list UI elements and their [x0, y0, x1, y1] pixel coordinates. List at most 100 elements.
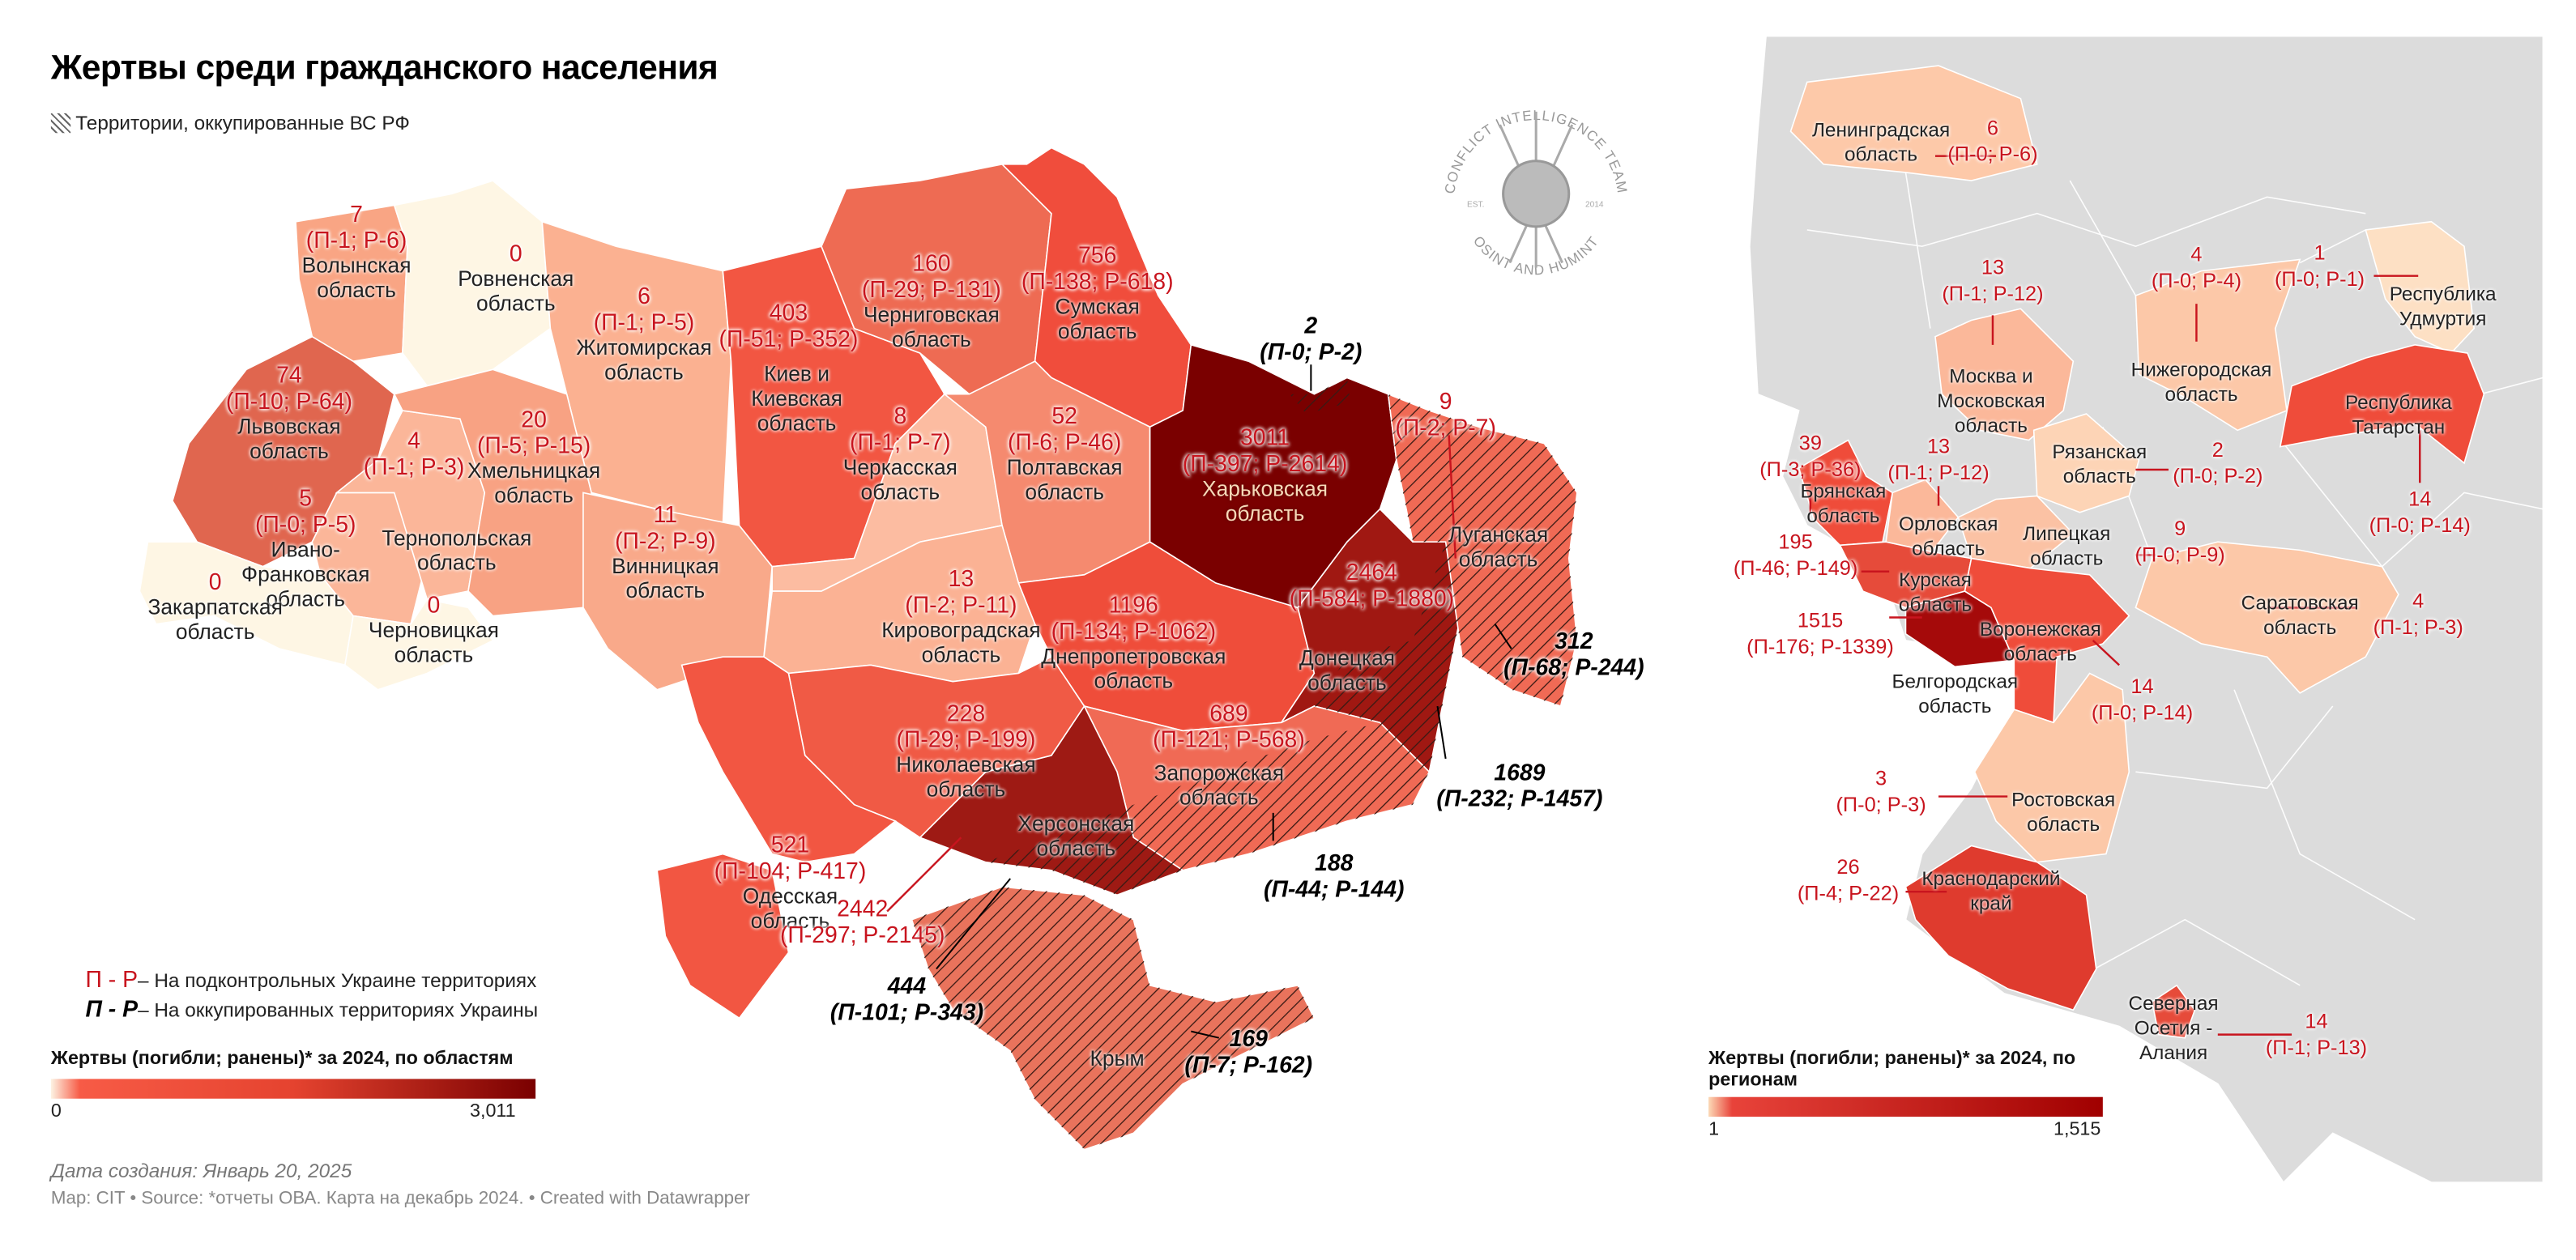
casualty-total: 1	[2314, 241, 2326, 265]
russian-region-name: Курская область	[1899, 568, 1972, 618]
occupied-total: 444	[887, 972, 927, 999]
occupied-total: 2	[1304, 312, 1318, 338]
occupied-hatching	[911, 377, 1577, 1150]
oblast-name-line: Одесская	[742, 883, 838, 909]
oblast-name-line: область	[1179, 785, 1259, 810]
region-name-line: Белгородская	[1891, 670, 2019, 693]
casualty-breakdown: (П-51; Р-352)	[719, 325, 859, 351]
casualty-total: 13	[1926, 435, 1951, 458]
oblast-name: Крым	[1090, 1046, 1144, 1071]
oblast-name-line: область	[750, 908, 830, 933]
russian-region-name: Ростовская область	[2011, 788, 2115, 837]
casualty-breakdown: (П-1; Р-3)	[2373, 615, 2463, 639]
casualty-breakdown: (П-1; Р-12)	[1942, 282, 2044, 306]
ukraine-color-scale	[50, 1079, 536, 1099]
ukraine-scale-title: Жертвы (погибли; ранены)* за 2024, по об…	[50, 1049, 514, 1070]
occupied-label: 2 (П-0; Р-2)	[1260, 312, 1362, 364]
russian-region-name: Ленинградская область	[1812, 118, 1950, 168]
oblast-name-line: область	[1225, 500, 1305, 526]
casualty-total: 2	[2211, 438, 2224, 462]
oblast-name-line: область	[266, 585, 346, 611]
casualty-breakdown: (П-3; Р-36)	[1759, 458, 1862, 482]
casualty-total: 9	[1439, 387, 1452, 415]
region-name-line: Краснодарский	[1921, 866, 2061, 891]
occupied-zaporizhzhia-hatch	[1133, 722, 1430, 871]
oblast-name-line: Черниговская	[863, 302, 1000, 327]
oblast-odesa-south	[656, 853, 790, 1019]
casualty-breakdown: (П-2; Р-9)	[615, 526, 716, 554]
region-moscow	[1934, 308, 2075, 441]
casualty-breakdown: (П-5; Р-15)	[476, 432, 591, 458]
casualty-total: 689	[1209, 699, 1248, 726]
region-name-line: область	[2062, 464, 2136, 488]
svg-text:2014: 2014	[1585, 201, 1604, 210]
region-name-line: Нижегородская	[2130, 358, 2272, 381]
oblast-name-line: Сумская	[1055, 294, 1140, 319]
casualty-total: 4	[407, 427, 420, 453]
casualty-breakdown: (П-1; Р-6)	[305, 226, 407, 253]
ukraine-scale-min: 0	[50, 1101, 62, 1122]
casualty-total: 756	[1078, 241, 1117, 268]
oblast-name-line: область	[921, 641, 1001, 667]
occupied-total: 1689	[1494, 758, 1546, 785]
casualty-total: 9	[2174, 517, 2186, 541]
casualty-total: 0	[509, 240, 522, 266]
oblast-name: Запорожская область	[1154, 760, 1284, 810]
russian-region-label: 195 (П-46; Р-149)	[1734, 529, 1857, 581]
casualty-total: 228	[946, 699, 986, 726]
oblast-name-line: Запорожская	[1154, 760, 1284, 785]
oblast-name-line: Киев и	[764, 361, 830, 386]
russia-scale-min: 1	[1708, 1120, 1720, 1140]
casualty-breakdown: (П-10; Р-64)	[225, 387, 352, 415]
region-name-line: область	[1912, 537, 1985, 560]
region-name-line: область	[1898, 593, 1973, 616]
creation-date: Дата создания: Январь 20, 2025	[50, 1159, 352, 1183]
page-title: Жертвы среди гражданского населения	[50, 49, 719, 87]
oblast-label: 20 (П-5; Р-15) Хмельницкая область	[467, 406, 600, 508]
oblast-label: 689 (П-121; Р-568)	[1153, 700, 1305, 752]
oblast-name-line: Черновицкая	[368, 617, 499, 642]
hatch-swatch-icon	[50, 113, 71, 134]
casualty-breakdown: (П-176; Р-1339)	[1746, 635, 1894, 659]
region-name-line: область	[1806, 504, 1880, 527]
oblast-name-line: область	[926, 777, 1006, 802]
oblast-name-line: Донецкая	[1299, 645, 1396, 670]
casualty-breakdown: (П-1; Р-13)	[2265, 1036, 2368, 1060]
oblast-label: 2464 (П-584; Р-1880)	[1290, 559, 1454, 611]
oblast-label: 1196 (П-134; Р-1062) Днепропетровская облас…	[1041, 591, 1226, 693]
region-name-line: область	[2027, 812, 2100, 836]
russian-region-name: Нижегородская область	[2131, 358, 2272, 407]
casualty-breakdown: (П-0; Р-3)	[1836, 793, 1926, 816]
oblast-name-line: область	[757, 411, 837, 436]
casualty-total: 3011	[1240, 424, 1290, 450]
oblast-name-line: область	[317, 277, 396, 303]
casualty-total: 14	[2305, 1010, 2328, 1033]
occupied-donetsk-hatch	[1314, 542, 1462, 773]
region-name-line: Удмуртия	[2399, 307, 2487, 330]
occupied-legend: Территории, оккупированные ВС РФ	[50, 112, 410, 134]
casualty-total: 1196	[1108, 591, 1158, 618]
casualty-total: 6	[638, 282, 650, 309]
ukraine-scale-max: 3,011	[470, 1101, 516, 1122]
oblast-name: Херсонская область	[1017, 811, 1134, 861]
oblast-name-line: область	[1057, 318, 1137, 343]
russian-region-name: Брянская область	[1800, 479, 1886, 529]
casualty-total: 521	[770, 831, 810, 858]
casualty-breakdown: (П-0; Р-4)	[2151, 269, 2242, 292]
svg-text:EST.: EST.	[1467, 201, 1484, 210]
oblast-name-line: область	[416, 550, 497, 575]
legend-controlled-code: П - Р	[85, 965, 139, 992]
russian-region-name: Липецкая область	[2023, 522, 2110, 572]
oblast-label: 74 (П-10; Р-64) Львовская область	[226, 361, 352, 463]
oblast-name: Киев и Киевская область	[751, 361, 842, 435]
region-bryansk	[1798, 439, 1894, 547]
region-name-line: область	[2003, 641, 2077, 666]
casualty-breakdown: (П-0; Р-6)	[1947, 143, 2038, 166]
region-saratov	[2135, 541, 2399, 694]
casualty-breakdown: (П-397; Р-2614)	[1182, 449, 1348, 477]
region-name-line: Рязанская	[2052, 440, 2147, 463]
casualty-total: 13	[1981, 256, 2005, 279]
oblast-label: 5 (П-0; Р-5)	[255, 484, 356, 537]
oblast-name-line: область	[892, 326, 971, 351]
